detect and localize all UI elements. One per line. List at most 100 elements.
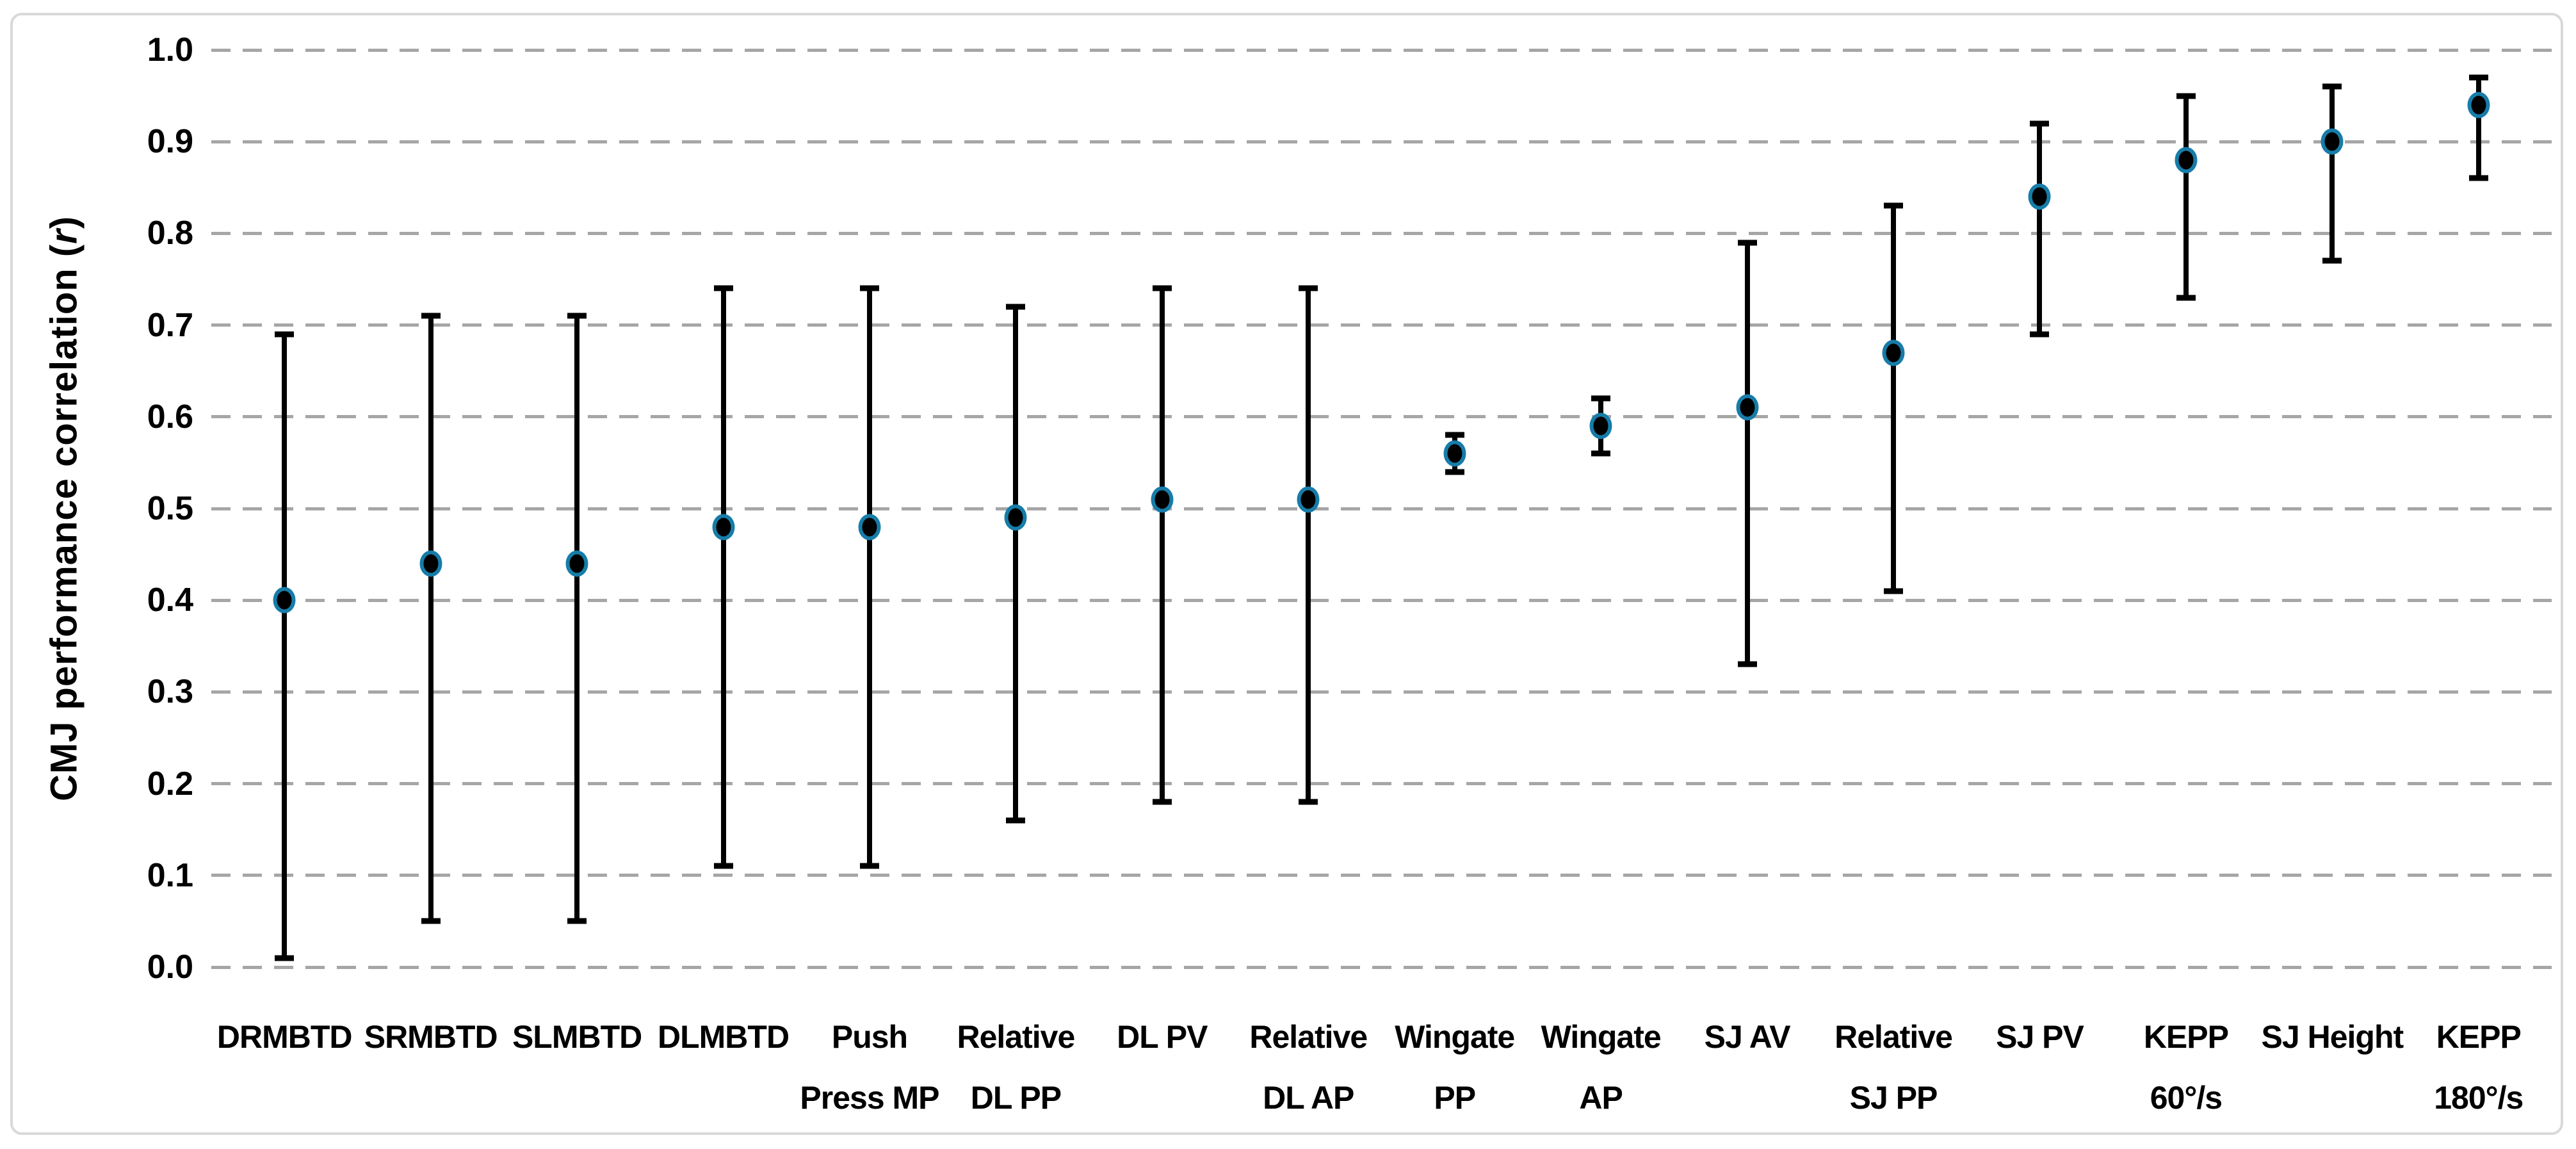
error-bar-push-press-mp [866,288,872,867]
error-bar-cap-low-relative-sj-pp [1884,588,1904,594]
y-tick-0.1: 0.1 [147,856,193,894]
error-bar-dl-pv [1159,288,1165,803]
y-tick-0.9: 0.9 [147,123,193,161]
x-label-line: Press MP [800,1080,939,1116]
gridline-1.0 [211,48,2552,52]
error-bar-cap-low-relative-dl-pp [1006,817,1026,824]
y-tick-0.0: 0.0 [147,949,193,986]
x-label-line: Relative [1249,1019,1368,1055]
x-label-relative-sj-pp: Relative SJ PP [1835,1007,1953,1129]
data-point-relative-dl-pp [1004,504,1027,531]
x-label-line: Relative [1835,1019,1953,1055]
error-bar-cap-low-drmbtd [275,955,295,961]
data-point-dl-pv [1151,486,1174,513]
data-point-sj-pv [2028,183,2051,210]
error-bar-cap-high-srmbtd [421,313,441,319]
data-point-wingate-ap [1589,412,1612,439]
x-label-line: DLMBTD [658,1019,790,1055]
gridline-0.8 [211,231,2552,235]
error-bar-cap-high-wingate-pp [1445,432,1464,438]
error-bar-kepp-180-s [2475,77,2481,179]
error-bar-cap-low-sj-pv [2030,331,2050,338]
error-bar-cap-low-dlmbtd [713,863,733,869]
y-tick-0.2: 0.2 [147,765,193,803]
y-axis-title-close-paren: ) [43,215,85,229]
x-label-kepp-180-s: KEPP 180°/s [2434,1007,2523,1129]
x-label-line: KEPP [2436,1019,2522,1055]
x-label-line: 180°/s [2434,1080,2523,1116]
error-bar-cap-high-relative-sj-pp [1884,202,1904,209]
x-label-line: KEPP [2143,1019,2229,1055]
x-label-line: DL PP [970,1080,1062,1116]
x-label-wingate-ap: Wingate AP [1541,1007,1662,1129]
y-axis-title-text: CMJ performance correlation ( [43,243,85,802]
error-bar-cap-low-kepp-60-s [2176,295,2196,301]
data-point-drmbtd [273,587,296,614]
x-label-line: Relative [957,1019,1076,1055]
gridline-0.0 [211,965,2552,969]
x-label-srmbtd: SRMBTD [364,1007,498,1068]
x-label-sj-pv: SJ PV [1996,1007,2084,1068]
x-label-line: SJ PV [1996,1019,2084,1055]
x-label-line: PP [1434,1080,1476,1116]
x-label-dl-pv: DL PV [1117,1007,1208,1068]
gridline-0.2 [211,782,2552,786]
gridline-0.1 [211,874,2552,877]
error-bar-sj-av [1744,242,1750,665]
x-label-push-press-mp: Push Press MP [800,1007,939,1129]
error-bar-cap-high-kepp-60-s [2176,93,2196,99]
x-label-sj-av: SJ AV [1705,1007,1791,1068]
error-bar-cap-high-push-press-mp [859,285,879,291]
error-bar-relative-dl-pp [1013,306,1019,820]
y-axis-title: CMJ performance correlation (r) [43,216,86,801]
error-bar-relative-dl-ap [1306,288,1311,803]
data-point-relative-dl-ap [1297,486,1320,513]
y-axis-title-italic-r: r [43,229,85,244]
x-label-line: SJ Height [2261,1019,2404,1055]
gridline-0.9 [211,140,2552,143]
error-bar-cap-high-kepp-180-s [2468,74,2488,81]
x-label-line: DL PV [1117,1019,1208,1055]
data-point-kepp-60-s [2175,147,2198,174]
error-bar-cap-low-wingate-ap [1591,450,1611,457]
x-label-kepp-60-s: KEPP 60°/s [2143,1007,2229,1129]
x-label-line: AP [1579,1080,1623,1116]
x-label-relative-dl-pp: Relative DL PP [957,1007,1076,1129]
error-bar-cap-high-wingate-ap [1591,395,1611,402]
x-label-dlmbtd: DLMBTD [658,1007,790,1068]
x-label-slmbtd: SLMBTD [512,1007,642,1068]
x-label-drmbtd: DRMBTD [216,1007,353,1068]
x-label-line: SLMBTD [512,1019,642,1055]
error-bar-cap-low-push-press-mp [859,863,879,869]
error-bar-sj-height [2329,86,2335,261]
x-label-line: Push [831,1019,908,1055]
error-bar-cap-high-drmbtd [275,331,295,338]
y-tick-1.0: 1.0 [147,31,193,69]
error-bar-cap-low-srmbtd [421,918,441,924]
error-bar-cap-low-sj-av [1737,661,1757,667]
x-label-line: SJ PP [1849,1080,1938,1116]
data-point-wingate-pp [1443,440,1466,467]
error-bar-dlmbtd [720,288,726,867]
error-bar-cap-high-sj-av [1737,240,1757,246]
error-bar-cap-low-relative-dl-ap [1299,799,1318,805]
error-bar-cap-high-relative-dl-pp [1006,304,1026,310]
x-label-line: DRMBTD [216,1019,353,1055]
error-bar-slmbtd [574,316,580,922]
y-tick-0.8: 0.8 [147,215,193,252]
x-label-line: Wingate [1395,1019,1515,1055]
error-bar-srmbtd [428,316,433,922]
error-bar-cap-low-sj-height [2322,257,2342,264]
gridline-0.7 [211,323,2552,327]
gridline-0.4 [211,598,2552,602]
error-bar-cap-low-kepp-180-s [2468,175,2488,181]
error-bar-cap-high-dlmbtd [713,285,733,291]
data-point-sj-height [2321,128,2344,155]
error-bar-cap-low-wingate-pp [1445,469,1464,475]
x-label-sj-height: SJ Height [2262,1007,2404,1068]
y-tick-0.4: 0.4 [147,582,193,619]
data-point-relative-sj-pp [1882,339,1905,366]
x-label-wingate-pp: Wingate PP [1395,1007,1515,1129]
gridline-0.5 [211,507,2552,510]
